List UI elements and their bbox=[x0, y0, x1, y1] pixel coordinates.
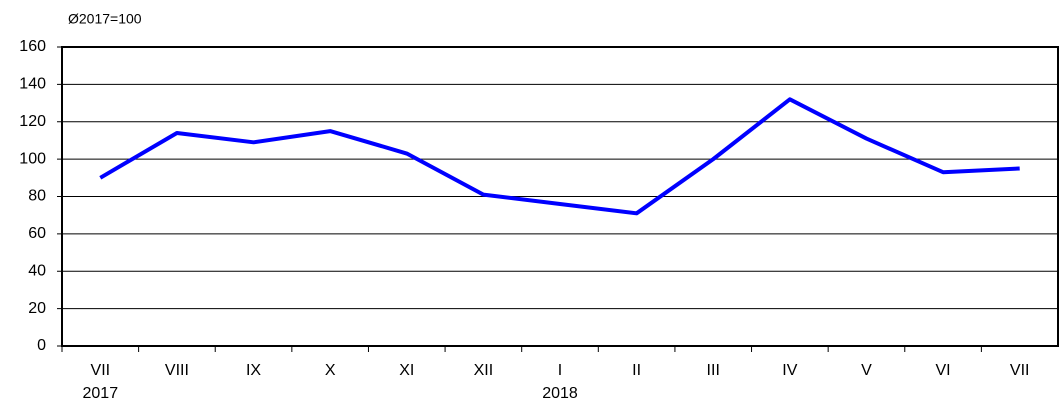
y-tick-label: 100 bbox=[19, 150, 46, 167]
x-tick-label: VII bbox=[1010, 362, 1030, 379]
x-tick-label: VIII bbox=[165, 362, 189, 379]
y-tick-label: 60 bbox=[28, 225, 46, 242]
x-tick-label: IV bbox=[782, 362, 797, 379]
x-tick-label: IX bbox=[246, 362, 261, 379]
line-series bbox=[99, 97, 1020, 216]
y-tick-label: 160 bbox=[19, 38, 46, 55]
x-tick-label: II bbox=[632, 362, 641, 379]
x-tick-label: V bbox=[861, 362, 872, 379]
x-tick-label: III bbox=[707, 362, 720, 379]
x-tick-label: XI bbox=[399, 362, 414, 379]
y-axis-label: Ø2017=100 bbox=[68, 11, 142, 27]
x-tick-label: XII bbox=[474, 362, 494, 379]
year-label: 2018 bbox=[542, 385, 578, 402]
x-tick-label: X bbox=[325, 362, 336, 379]
plot-frame bbox=[61, 46, 1059, 347]
x-tick-label: VII bbox=[91, 362, 111, 379]
x-tick-label: I bbox=[558, 362, 562, 379]
y-tick-label: 120 bbox=[19, 113, 46, 130]
y-tick-label: 80 bbox=[28, 188, 46, 205]
x-tick-label: VI bbox=[936, 362, 951, 379]
y-tick-label: 140 bbox=[19, 76, 46, 93]
y-tick-label: 40 bbox=[28, 262, 46, 279]
year-label: 2017 bbox=[83, 385, 119, 402]
y-tick-label: 20 bbox=[28, 300, 46, 317]
y-tick-label: 0 bbox=[37, 337, 46, 354]
